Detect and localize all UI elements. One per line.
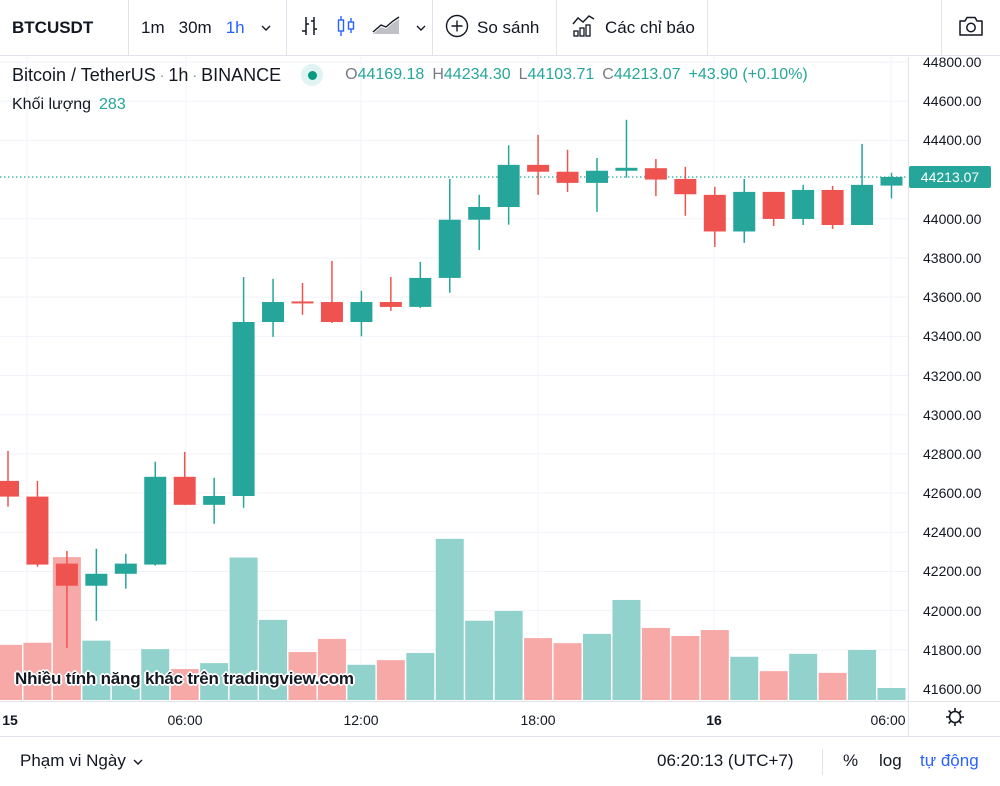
timezone-clock[interactable]: 06:20:13 (UTC+7)	[657, 751, 794, 770]
price-tick-label: 43200.00	[923, 367, 982, 384]
time-tick-label: 12:00	[343, 712, 379, 728]
time-tick-label: 18:00	[520, 712, 556, 728]
high-label: H	[432, 66, 444, 83]
price-tick-label: 44800.00	[923, 54, 982, 70]
close-label: C	[602, 66, 614, 83]
gear-icon	[944, 706, 966, 733]
interval-1m[interactable]: 1m	[141, 18, 165, 37]
series-legend: Bitcoin / TetherUS · 1h · BINANCE O44169…	[12, 64, 808, 86]
ohlc-values: O44169.18 H44234.30 L44103.71 C44213.07 …	[345, 66, 808, 84]
log-scale-toggle[interactable]: log	[879, 751, 902, 770]
change-value: +43.90 (+0.10%)	[688, 66, 808, 83]
time-axis[interactable]: 15 06:00 12:00 18:00 16 06:00	[0, 701, 908, 737]
price-tick-label: 43600.00	[923, 289, 982, 306]
market-open-status-icon	[301, 64, 324, 86]
interval-dropdown-chevron-icon[interactable]	[259, 21, 273, 35]
price-tick-label: 42000.00	[923, 602, 982, 619]
price-tick-label: 44400.00	[923, 132, 982, 149]
price-tick-label: 43000.00	[923, 406, 982, 423]
camera-icon	[957, 14, 985, 43]
symbol-label: BTCUSDT	[12, 18, 94, 37]
toolbar-spacer	[708, 0, 942, 55]
price-tick-label: 41600.00	[923, 681, 982, 697]
date-range-label: Phạm vi Ngày	[20, 751, 126, 770]
screenshot-button[interactable]	[942, 0, 1000, 56]
chart-pane[interactable]	[0, 57, 908, 701]
time-tick-label: 06:00	[870, 712, 906, 728]
last-price-tag: 44213.07	[909, 166, 991, 188]
candles-icon[interactable]	[335, 14, 357, 43]
close-value: 44213.07	[613, 66, 681, 83]
price-tick-label: 42600.00	[923, 485, 982, 502]
indicators-button[interactable]: Các chỉ báo	[557, 0, 708, 56]
compare-button[interactable]: So sánh	[433, 0, 557, 56]
price-tick-label: 43400.00	[923, 328, 982, 345]
low-label: L	[518, 66, 528, 83]
top-toolbar: BTCUSDT 1m 30m 1h So sánh Các chỉ báo	[0, 0, 1000, 56]
interval-1h[interactable]: 1h	[225, 18, 245, 37]
plus-circle-icon	[445, 14, 469, 43]
interval-group: 1m 30m 1h	[129, 0, 287, 56]
price-tick-label: 42800.00	[923, 445, 982, 462]
low-value: 44103.71	[527, 66, 595, 83]
series-title: Bitcoin / TetherUS	[12, 64, 156, 85]
chart-type-group	[287, 0, 433, 56]
time-tick-label: 06:00	[167, 712, 203, 728]
indicators-icon	[571, 14, 597, 43]
chart-settings-button[interactable]	[908, 701, 1000, 737]
open-value: 44169.18	[357, 66, 425, 83]
volume-label: Khối lượng	[12, 96, 92, 113]
price-tick-label: 41800.00	[923, 641, 982, 658]
bottom-bar: Phạm vi Ngày 06:20:13 (UTC+7) % log tự đ…	[0, 737, 1000, 786]
date-range-dropdown[interactable]: Phạm vi Ngày	[20, 751, 144, 771]
volume-legend: Khối lượng 283	[12, 96, 126, 114]
series-exchange: BINANCE	[201, 64, 282, 85]
candlestick-chart	[0, 57, 908, 701]
series-interval: 1h	[168, 64, 189, 85]
volume-value: 283	[99, 96, 126, 113]
area-icon[interactable]	[371, 14, 401, 43]
legend-separator: ·	[159, 67, 165, 83]
symbol-search-button[interactable]: BTCUSDT	[0, 0, 129, 56]
bars-icon[interactable]	[299, 14, 321, 43]
chevron-down-icon	[132, 751, 144, 771]
high-value: 44234.30	[443, 66, 511, 83]
auto-scale-toggle[interactable]: tự động	[920, 751, 979, 770]
price-tick-label: 43800.00	[923, 249, 982, 266]
time-tick-label: 15	[2, 712, 18, 728]
indicators-label: Các chỉ báo	[605, 18, 695, 37]
price-tick-label: 44000.00	[923, 210, 982, 227]
price-tick-label: 42400.00	[923, 524, 982, 541]
interval-30m[interactable]: 30m	[178, 18, 212, 37]
chart-type-dropdown-chevron-icon[interactable]	[415, 21, 427, 35]
percent-scale-toggle[interactable]: %	[843, 751, 859, 770]
compare-label: So sánh	[477, 18, 540, 37]
time-tick-label: 16	[706, 712, 722, 728]
open-label: O	[345, 66, 358, 83]
price-axis[interactable]: 44800.00 44600.00 44400.00 44000.00 43800.00…	[908, 54, 1000, 701]
legend-separator: ·	[192, 67, 198, 83]
price-tick-label: 42200.00	[923, 563, 982, 580]
tradingview-watermark[interactable]: Nhiều tính năng khác trên tradingview.co…	[15, 669, 354, 688]
price-tick-label: 44600.00	[923, 93, 982, 110]
divider	[822, 749, 823, 775]
